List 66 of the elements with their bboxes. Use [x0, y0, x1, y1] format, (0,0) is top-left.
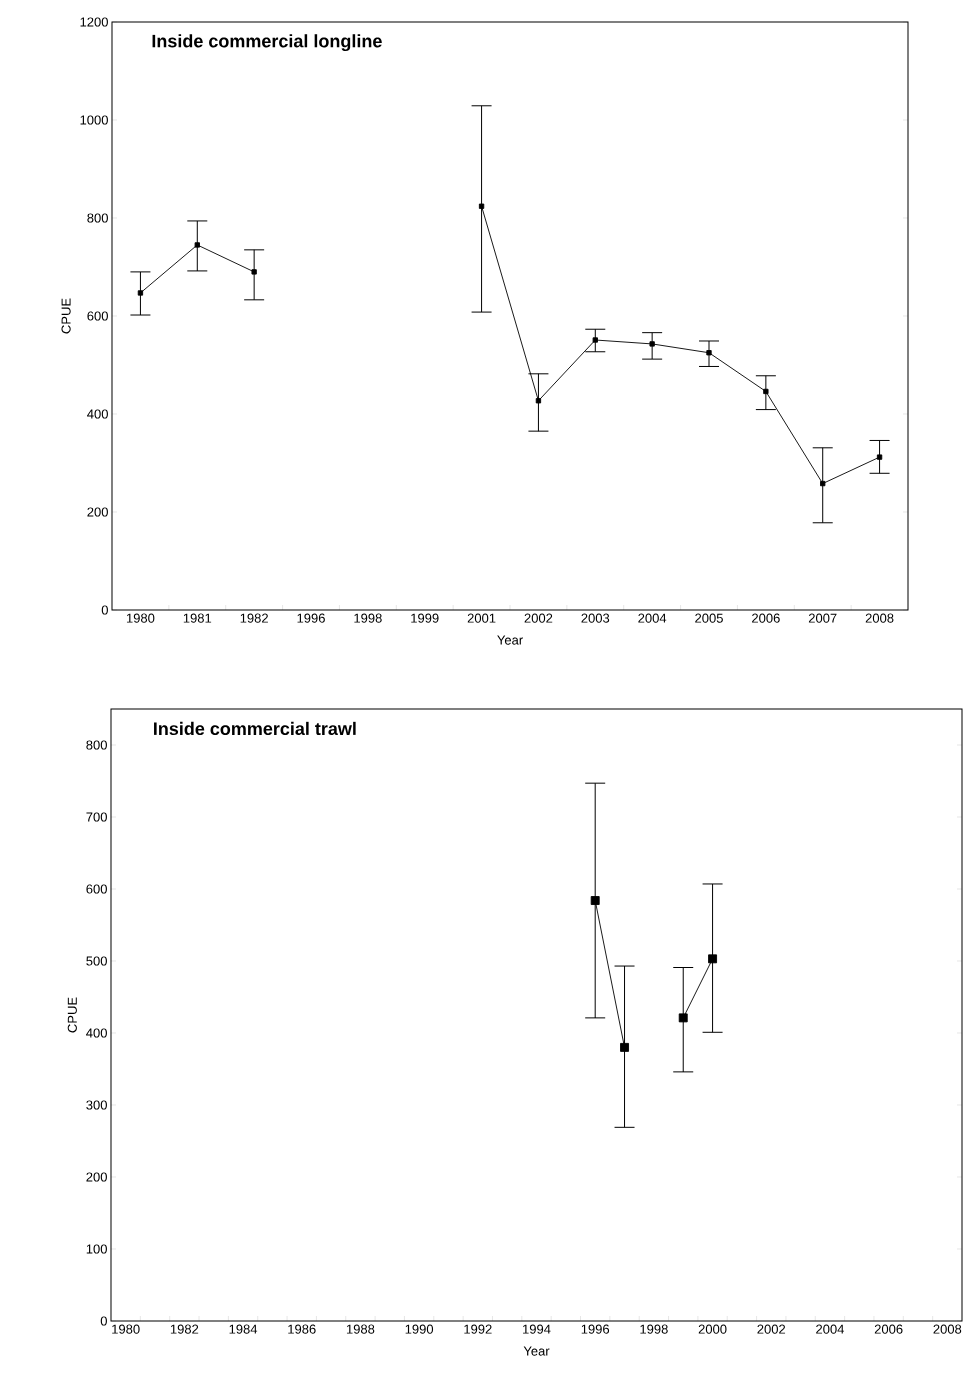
x-tick-label: 1996	[297, 613, 325, 623]
x-tick-label: 1984	[229, 1324, 258, 1334]
x-tick-label: 1982	[170, 1324, 199, 1334]
x-tick-label: 2007	[808, 613, 837, 623]
point	[620, 1042, 629, 1052]
point	[137, 290, 144, 296]
x-tick-label: 1999	[411, 613, 439, 623]
y-tick-label: 500	[86, 956, 107, 966]
x-tick-label: 1986	[288, 1324, 316, 1334]
point	[590, 896, 600, 905]
x-tick-label: 2001	[467, 613, 496, 623]
x-tick-label: 1981	[183, 613, 212, 623]
x-tick-label: 2008	[865, 613, 894, 623]
y-tick-label: 600	[86, 884, 107, 894]
point	[678, 1013, 688, 1023]
point	[708, 954, 718, 964]
y-axis-title: CPUE	[61, 298, 71, 334]
point	[478, 203, 485, 209]
point	[876, 454, 883, 460]
point	[706, 350, 712, 356]
x-tick-label: 2005	[695, 613, 723, 623]
x-tick-label: 1996	[581, 1324, 610, 1334]
x-tick-label: 2000	[698, 1324, 727, 1334]
x-tick-label: 1998	[640, 1324, 668, 1334]
y-axis-title: CPUE	[67, 997, 77, 1033]
x-tick-label: 1980	[126, 613, 155, 623]
x-tick-label: 2008	[933, 1324, 962, 1334]
y-tick-label: 1200	[80, 17, 108, 27]
x-tick-label: 2002	[757, 1324, 786, 1334]
y-tick-label: 400	[87, 409, 108, 419]
y-tick-label: 300	[86, 1100, 107, 1110]
text: Inside commercial longline	[152, 34, 382, 52]
y-tick-label: 800	[86, 740, 107, 750]
y-tick-label: 800	[87, 213, 108, 223]
x-tick-label: 1980	[112, 1324, 140, 1334]
point	[820, 480, 826, 487]
y-tick-label: 200	[87, 507, 108, 517]
point	[649, 341, 655, 347]
y-tick-label: 100	[86, 1244, 107, 1254]
x-tick-label: 2002	[524, 613, 553, 623]
x-tick-label: 2006	[752, 613, 780, 623]
x-tick-label: 1988	[346, 1324, 375, 1334]
x-tick-label: 2004	[638, 613, 667, 623]
y-tick-label: 400	[86, 1028, 107, 1038]
point	[763, 388, 769, 395]
y-tick-label: 200	[86, 1172, 107, 1182]
point	[592, 337, 598, 343]
y-tick-label: 600	[87, 311, 108, 321]
y-tick-label: 0	[100, 1316, 107, 1326]
x-tick-label: 2004	[816, 1324, 845, 1334]
x-tick-label: 1998	[354, 613, 382, 623]
x-tick-label: 1990	[405, 1324, 434, 1334]
x-tick-label: 1992	[464, 1324, 492, 1334]
y-tick-label: 1000	[80, 115, 108, 125]
x-axis-title: Year	[497, 635, 523, 645]
y-tick-label: 0	[101, 605, 108, 615]
point	[251, 269, 257, 275]
x-axis-title: Year	[523, 1346, 550, 1356]
x-tick-label: 2003	[581, 613, 610, 623]
x-tick-label: 1994	[523, 1324, 551, 1334]
point	[535, 398, 542, 404]
point	[194, 242, 200, 248]
x-tick-label: 2006	[874, 1324, 903, 1334]
y-tick-label: 700	[86, 812, 107, 822]
text: Inside commercial trawl	[154, 721, 356, 736]
x-tick-label: 1982	[240, 613, 268, 623]
